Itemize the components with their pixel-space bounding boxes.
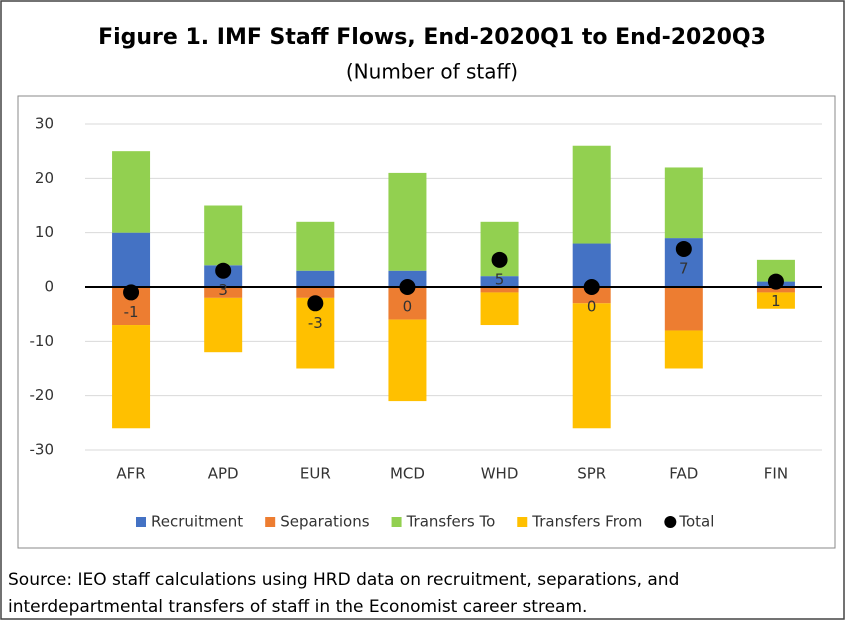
source-note: interdepartmental transfers of staff in …: [8, 597, 587, 617]
chart-frame: [17, 95, 836, 549]
bar-segment: [204, 287, 243, 298]
bar-segment: [756, 287, 795, 293]
bar-segment: [756, 259, 795, 282]
x-tick-label: FAD: [669, 465, 698, 483]
bar-segment: [480, 292, 519, 326]
bar-segment: [480, 221, 519, 277]
legend-swatch: [136, 517, 146, 527]
total-dot: [215, 262, 232, 279]
bar-segment: [388, 172, 427, 271]
total-dot: [307, 295, 324, 312]
y-tick-label: -30: [30, 441, 55, 459]
y-tick-label: 30: [35, 115, 54, 133]
y-tick-label: 10: [35, 223, 54, 241]
total-dot: [675, 240, 692, 257]
bar-segment: [296, 287, 335, 298]
total-dot: [583, 279, 600, 295]
source-note: Source: IEO staff calculations using HRD…: [8, 570, 679, 590]
total-dot: [123, 284, 140, 301]
chart-title: Figure 1. IMF Staff Flows, End-2020Q1 to…: [98, 25, 766, 50]
data-label: 1: [771, 292, 781, 310]
x-tick-label: APD: [208, 465, 239, 483]
data-label: 0: [403, 298, 413, 316]
y-tick-label: 0: [44, 278, 54, 296]
bar-segment: [664, 330, 703, 369]
legend-label: Total: [678, 513, 714, 531]
data-label: -3: [308, 314, 323, 332]
bar-segment: [296, 221, 335, 271]
y-tick-label: -10: [30, 332, 55, 350]
bar-segment: [112, 151, 151, 233]
bar-segment: [480, 276, 519, 287]
x-tick-label: SPR: [577, 465, 606, 483]
data-label: 3: [218, 281, 228, 299]
data-label: 5: [495, 270, 505, 288]
data-label: -1: [124, 303, 139, 321]
bar-segment: [572, 145, 611, 244]
bar-segment: [388, 270, 427, 287]
chart-subtitle: (Number of staff): [346, 60, 518, 84]
legend-label: Transfers From: [531, 513, 642, 531]
x-tick-label: WHD: [481, 465, 519, 483]
bar-segment: [296, 270, 335, 287]
legend-swatch: [517, 517, 528, 527]
data-label: 7: [679, 259, 689, 277]
total-dot: [399, 279, 416, 295]
x-tick-label: AFR: [116, 465, 145, 483]
bar-segment: [572, 287, 611, 304]
legend-label: Recruitment: [151, 513, 243, 531]
x-tick-label: EUR: [300, 465, 331, 483]
x-tick-label: FIN: [764, 465, 788, 483]
y-tick-label: 20: [35, 169, 54, 187]
bar-segment: [388, 319, 427, 402]
bar-segment: [480, 287, 519, 293]
legend-swatch: [265, 517, 276, 527]
bar-segment: [664, 287, 703, 331]
total-dot: [767, 273, 784, 290]
bar-segment: [112, 325, 151, 429]
legend-marker: [664, 516, 677, 528]
legend-label: Transfers To: [406, 513, 496, 531]
bar-segment: [664, 167, 703, 239]
bar-segment: [572, 303, 611, 429]
legend-label: Separations: [280, 513, 370, 531]
total-dot: [491, 251, 508, 268]
bar-segment: [204, 297, 243, 353]
bar-segment: [756, 292, 795, 309]
x-tick-label: MCD: [390, 465, 425, 483]
figure-border: [0, 0, 845, 620]
legend-swatch: [391, 517, 402, 527]
data-label: 0: [587, 298, 597, 316]
bar-segment: [204, 205, 243, 266]
y-tick-label: -20: [30, 386, 55, 404]
bar-segment: [112, 232, 151, 287]
